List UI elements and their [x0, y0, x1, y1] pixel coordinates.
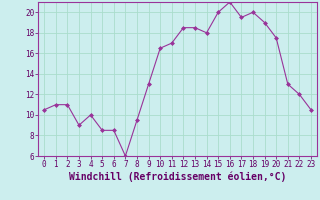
X-axis label: Windchill (Refroidissement éolien,°C): Windchill (Refroidissement éolien,°C): [69, 172, 286, 182]
